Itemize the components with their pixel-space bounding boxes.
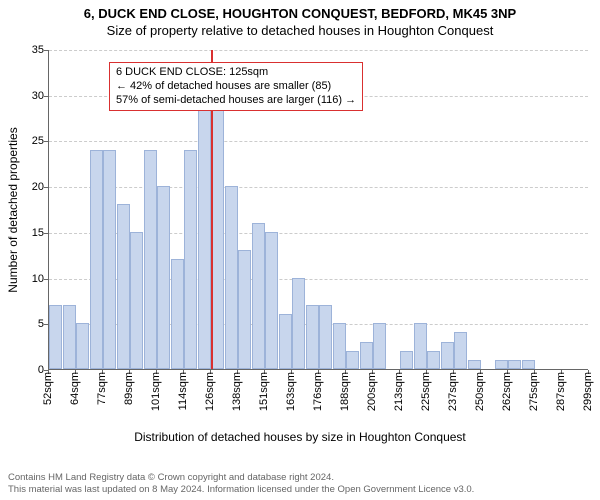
bar xyxy=(211,95,224,369)
footer-line-1: Contains HM Land Registry data © Crown c… xyxy=(8,472,474,484)
x-tick-label: 262sqm xyxy=(501,372,513,411)
x-tick-label: 64sqm xyxy=(69,372,81,405)
x-tick-label: 213sqm xyxy=(393,372,405,411)
y-tick-mark xyxy=(44,96,48,97)
bar xyxy=(238,250,251,369)
bar xyxy=(252,223,265,369)
bar xyxy=(400,351,413,369)
annotation-line-2: ← 42% of detached houses are smaller (85… xyxy=(116,80,356,94)
bar xyxy=(495,360,508,369)
bar xyxy=(76,323,89,369)
bar xyxy=(130,232,143,369)
y-tick-label: 30 xyxy=(4,90,44,102)
y-tick-mark xyxy=(44,233,48,234)
bar xyxy=(346,351,359,369)
y-tick-mark xyxy=(44,187,48,188)
x-tick-label: 237sqm xyxy=(447,372,459,411)
y-tick-mark xyxy=(44,50,48,51)
bar xyxy=(117,204,130,369)
y-tick-label: 5 xyxy=(4,318,44,330)
x-tick-label: 151sqm xyxy=(258,372,270,411)
y-tick-label: 20 xyxy=(4,181,44,193)
bar xyxy=(144,150,157,369)
x-tick-label: 114sqm xyxy=(177,372,189,410)
bar xyxy=(441,342,454,369)
y-tick-label: 0 xyxy=(4,364,44,376)
y-tick-label: 10 xyxy=(4,273,44,285)
x-tick-label: 225sqm xyxy=(420,372,432,411)
bar xyxy=(360,342,373,369)
annotation-box: 6 DUCK END CLOSE: 125sqm ← 42% of detach… xyxy=(109,62,363,111)
chart-title-main: 6, DUCK END CLOSE, HOUGHTON CONQUEST, BE… xyxy=(0,0,600,21)
x-tick-label: 275sqm xyxy=(528,372,540,411)
x-tick-label: 200sqm xyxy=(366,372,378,411)
bar xyxy=(306,305,319,369)
x-tick-label: 163sqm xyxy=(285,372,297,411)
bar xyxy=(508,360,521,369)
bar xyxy=(319,305,332,369)
bar xyxy=(63,305,76,369)
footer-line-2: This material was last updated on 8 May … xyxy=(8,484,474,496)
x-tick-label: 77sqm xyxy=(96,372,108,405)
bar xyxy=(292,278,305,369)
bar xyxy=(171,259,184,369)
chart-area: Number of detached properties 6 DUCK END… xyxy=(0,42,600,452)
chart-title-sub: Size of property relative to detached ho… xyxy=(0,21,600,38)
x-tick-label: 126sqm xyxy=(204,372,216,411)
annotation-line-1: 6 DUCK END CLOSE: 125sqm xyxy=(116,66,356,80)
x-axis-label: Distribution of detached houses by size … xyxy=(0,430,600,444)
y-tick-mark xyxy=(44,324,48,325)
bar xyxy=(225,186,238,369)
x-tick-label: 138sqm xyxy=(231,372,243,411)
annotation-line-3: 57% of semi-detached houses are larger (… xyxy=(116,94,356,108)
bar xyxy=(279,314,292,369)
bar xyxy=(373,323,386,369)
bar xyxy=(184,150,197,369)
x-tick-label: 89sqm xyxy=(123,372,135,405)
x-tick-label: 101sqm xyxy=(150,372,162,411)
bar xyxy=(90,150,103,369)
bar xyxy=(522,360,535,369)
x-tick-label: 250sqm xyxy=(474,372,486,411)
bar xyxy=(468,360,481,369)
y-tick-label: 35 xyxy=(4,44,44,56)
footer-attribution: Contains HM Land Registry data © Crown c… xyxy=(8,472,474,496)
x-tick-label: 188sqm xyxy=(339,372,351,411)
x-tick-label: 176sqm xyxy=(312,372,324,411)
y-tick-label: 25 xyxy=(4,135,44,147)
bar xyxy=(157,186,170,369)
bar xyxy=(103,150,116,369)
x-tick-label: 287sqm xyxy=(555,372,567,411)
bar xyxy=(265,232,278,369)
plot-region: 6 DUCK END CLOSE: 125sqm ← 42% of detach… xyxy=(48,50,588,370)
x-tick-label: 299sqm xyxy=(582,372,594,411)
x-tick-label: 52sqm xyxy=(42,372,54,405)
bar xyxy=(333,323,346,369)
y-tick-mark xyxy=(44,279,48,280)
bar xyxy=(454,332,467,369)
bar xyxy=(427,351,440,369)
y-tick-mark xyxy=(44,141,48,142)
y-tick-label: 15 xyxy=(4,227,44,239)
bar xyxy=(49,305,62,369)
bar xyxy=(198,104,211,369)
bar xyxy=(414,323,427,369)
